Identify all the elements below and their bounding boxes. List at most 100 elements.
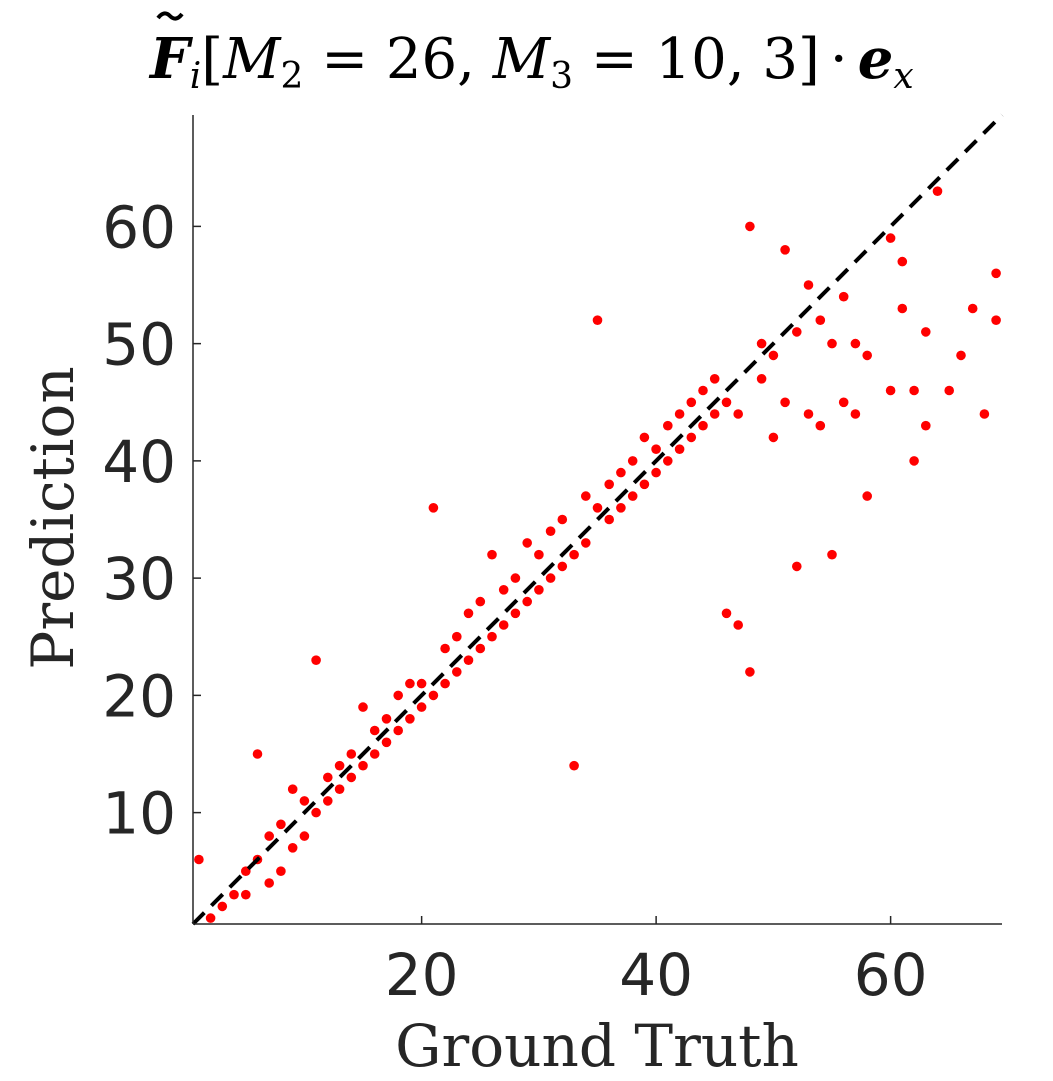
data-point [428,690,439,701]
x-tick-label: 20 [385,941,459,1009]
data-point [452,631,462,642]
data-point [534,549,544,560]
data-point [334,784,345,794]
data-point [674,444,685,455]
data-points [194,186,1001,923]
data-point [745,221,755,232]
data-point [733,409,743,419]
title-sub-2: 2 [280,56,303,97]
data-point [241,889,251,900]
data-point [897,256,908,267]
y-tick-label: 60 [102,193,176,261]
title-sub-i: i [190,56,202,97]
data-point [569,760,579,771]
data-point [639,479,650,490]
data-point [299,796,310,806]
data-point [709,409,720,419]
data-point [440,643,450,654]
data-point [663,456,673,466]
data-point [956,350,966,361]
data-point [827,549,837,560]
data-point [909,385,919,396]
data-point [815,315,826,326]
y-tick-label: 30 [102,545,176,613]
y-tick-label: 10 [102,780,176,848]
data-point [522,538,532,548]
data-point [815,420,826,431]
data-point [627,491,638,501]
chart-title: Fi[M2 = 26, M3 = 10, 3] · ex [148,26,914,97]
data-point [381,714,392,724]
data-point [311,807,321,818]
data-point [452,667,462,677]
axes: 20 40 60 10 20 30 40 50 60 [102,115,1002,1009]
title-F: F [148,26,194,92]
data-point [967,303,978,314]
data-point [991,268,1001,279]
y-tick-label: 20 [102,662,176,730]
title-dot: · [830,27,848,92]
data-point [287,843,298,853]
data-point [369,749,380,759]
data-point [393,725,404,736]
data-point [545,526,556,536]
data-point [616,503,626,513]
data-point [581,538,591,548]
data-point [921,420,931,431]
data-point [323,796,333,806]
data-point [592,503,603,513]
data-point [663,420,673,431]
data-point [346,772,357,783]
data-point [932,186,943,196]
y-tick-label: 50 [102,311,176,379]
title-eq-2: = 10, 3] [573,27,820,92]
data-point [498,620,509,630]
data-point [639,432,650,443]
data-point [557,514,568,525]
data-point [780,397,790,408]
y-tick-label: 40 [102,428,176,496]
data-point [287,784,298,794]
data-point [651,444,661,455]
title-sub-3: 3 [550,56,573,97]
data-point [545,573,556,583]
data-point [358,702,368,712]
data-point [569,549,579,560]
identity-reference-line [191,113,1004,926]
data-point [827,338,837,349]
data-point [405,678,415,689]
data-point [498,585,509,595]
y-axis-label: Prediction [19,366,87,669]
x-tick-label: 40 [619,941,693,1009]
data-point [651,467,661,478]
data-point [721,397,732,408]
data-point [205,913,216,923]
data-point [745,667,755,677]
data-point [358,760,368,771]
data-point [487,631,497,642]
data-point [792,327,802,337]
data-point [885,385,896,396]
x-axis-label: Ground Truth [395,1012,799,1080]
data-point [440,678,450,689]
data-point [487,549,497,560]
data-point [838,397,849,408]
data-point [381,737,392,748]
data-point [756,374,767,384]
data-point [252,749,263,759]
data-point [475,596,486,607]
data-point [522,596,532,607]
data-point [698,420,708,431]
data-point [721,608,732,619]
data-point [334,760,345,771]
data-point [592,315,603,326]
title-M3: M [492,27,552,92]
data-point [405,714,415,724]
data-point [674,409,685,419]
data-point [264,878,275,888]
data-point [276,819,286,830]
data-point [616,467,626,478]
data-point [264,831,275,841]
data-point [323,772,333,783]
data-point [780,245,790,255]
